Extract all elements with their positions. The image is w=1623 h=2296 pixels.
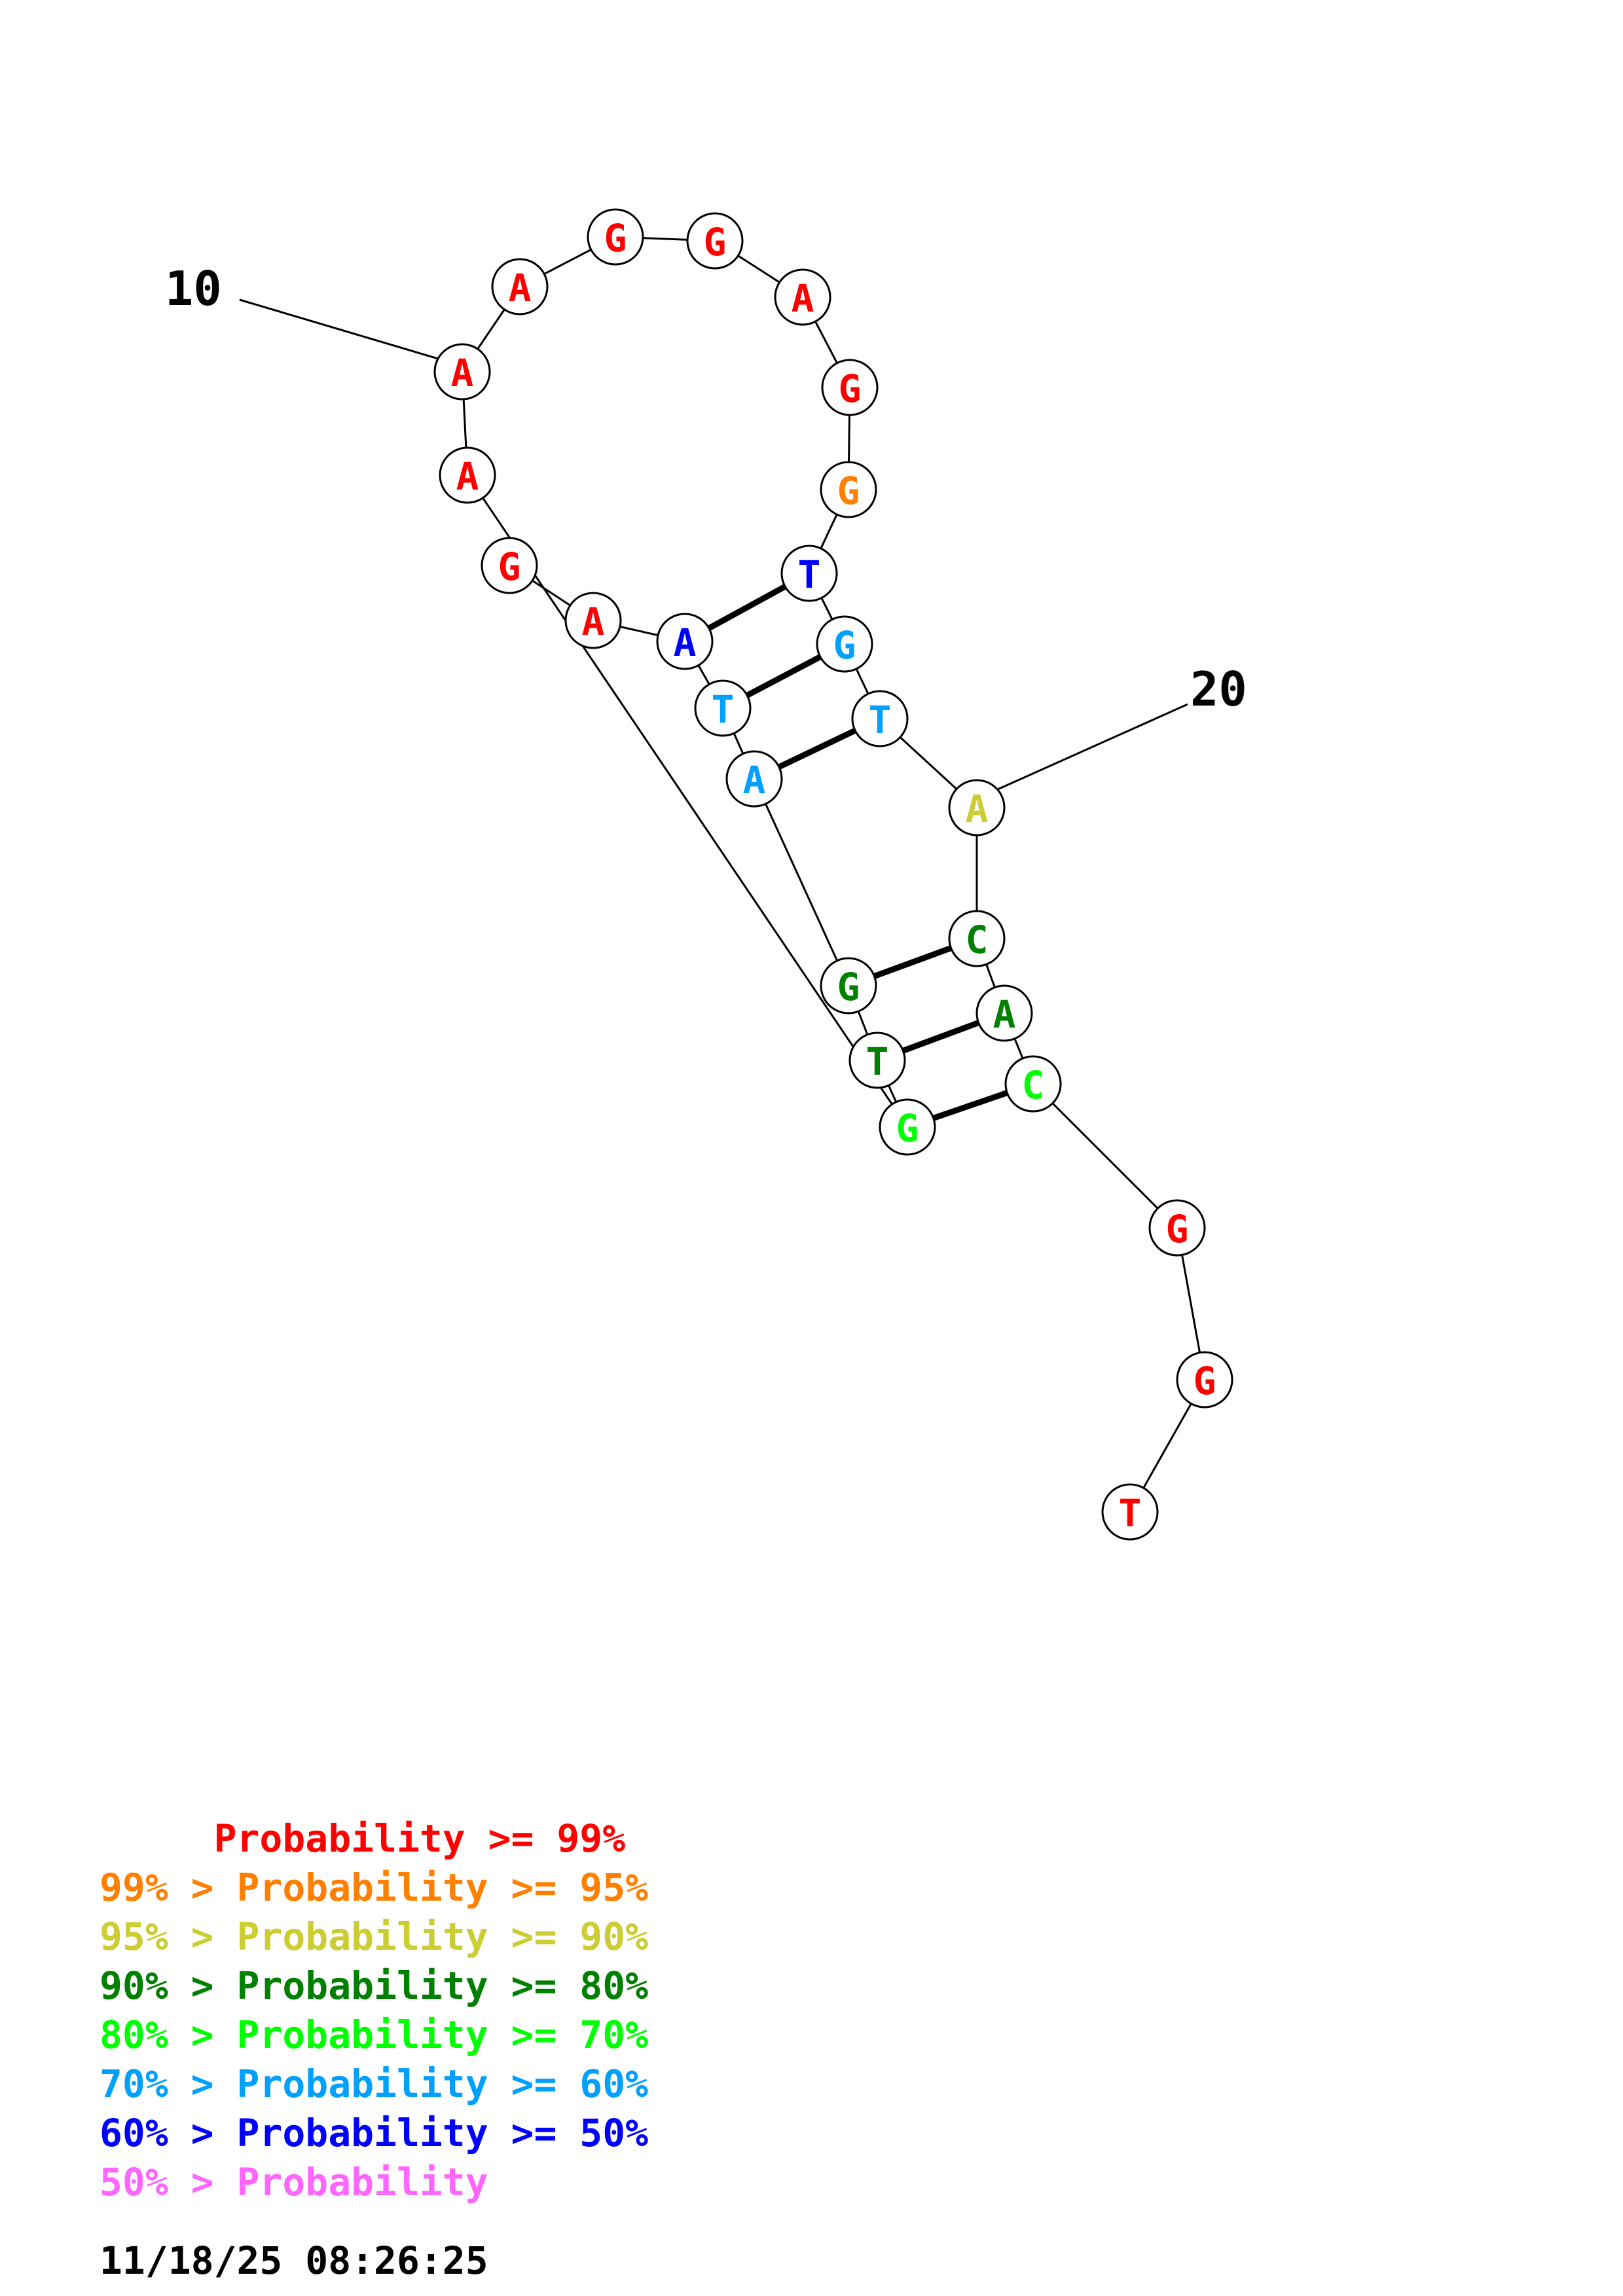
nucleotide-node: T xyxy=(780,545,838,602)
nucleotide-letter: G xyxy=(1166,1207,1189,1251)
nucleotide-node: A xyxy=(774,268,831,326)
nucleotide-letter: A xyxy=(456,454,479,499)
nucleotide-circle xyxy=(587,208,644,266)
nucleotide-letter: G xyxy=(498,545,521,589)
nucleotide-circle xyxy=(948,910,1006,967)
nucleotide-circle xyxy=(976,984,1033,1042)
nucleotide-letter: C xyxy=(966,918,989,962)
nucleotide-circle xyxy=(564,592,622,649)
nucleotide-circle xyxy=(1101,1483,1159,1541)
backbone-segment xyxy=(466,475,909,1128)
nucleotide-letter: A xyxy=(743,758,766,802)
nucleotide-circle xyxy=(1148,1199,1206,1257)
backbone-segment xyxy=(753,778,850,986)
nucleotide-letter: A xyxy=(792,276,814,321)
nucleotide-node: G xyxy=(1176,1351,1233,1408)
nucleotide-node: G xyxy=(820,957,877,1014)
position-label-20: 20 xyxy=(1190,662,1247,717)
nucleotide-circle xyxy=(725,750,783,808)
label-20-leader xyxy=(985,703,1188,796)
nucleotide-circle xyxy=(1004,1055,1062,1113)
nucleotide-letter: A xyxy=(582,600,605,644)
nucleotide-letter: A xyxy=(674,620,697,665)
nucleotide-letter: C xyxy=(1022,1063,1045,1107)
nucleotide-circle xyxy=(948,779,1006,836)
legend-entry: 60% > Probability >= 50% xyxy=(100,2111,649,2155)
nucleotide-node: T xyxy=(1101,1483,1159,1541)
backbone-lines xyxy=(461,236,1206,1513)
nucleotide-circle xyxy=(1176,1351,1233,1408)
nucleotide-letter: T xyxy=(869,698,892,742)
nucleotide-letter: G xyxy=(839,367,862,411)
nucleotide-letter: G xyxy=(704,220,727,264)
nucleotide-letter: G xyxy=(1194,1359,1216,1403)
nucleotide-node: G xyxy=(587,208,644,266)
label-10-leader xyxy=(239,298,456,365)
nucleotide-node: G xyxy=(816,615,873,673)
nucleotide-node: T xyxy=(848,1031,906,1089)
nucleotide-node: A xyxy=(564,592,622,649)
backbone-segment xyxy=(1032,1083,1178,1229)
nucleotide-node: A xyxy=(656,613,714,670)
nucleotide-node: T xyxy=(851,690,909,747)
nucleotide-node: G xyxy=(1148,1199,1206,1257)
legend-entry: 50% > Probability xyxy=(100,2160,488,2204)
nucleotide-node: C xyxy=(1004,1055,1062,1113)
nucleotide-circle xyxy=(879,1098,936,1156)
nucleotide-letter: A xyxy=(993,992,1016,1037)
legend-entry: 90% > Probability >= 80% xyxy=(100,1964,649,2008)
nucleotide-node: A xyxy=(433,343,491,401)
nucleotide-letter: G xyxy=(604,216,627,260)
nucleotide-circle xyxy=(816,615,873,673)
nucleotide-letter: A xyxy=(509,266,532,310)
nucleotide-node: G xyxy=(821,359,879,416)
nucleotide-node: G xyxy=(481,537,538,594)
nucleotide-letter: A xyxy=(451,351,474,395)
nucleotide-circle xyxy=(820,461,877,518)
nucleotide-circle xyxy=(774,268,831,326)
nucleotide-node: A xyxy=(439,446,496,504)
nucleotide-circle xyxy=(820,957,877,1014)
nucleotide-letter: G xyxy=(837,469,860,513)
nucleotide-circle xyxy=(780,545,838,602)
nucleotide-node: A xyxy=(725,750,783,808)
timestamp: 11/18/25 08:26:25 xyxy=(100,2238,488,2283)
nucleotide-node: G xyxy=(820,461,877,518)
nucleotide-letter: A xyxy=(966,787,989,831)
nucleotide-node: G xyxy=(879,1098,936,1156)
legend-entry: 70% > Probability >= 60% xyxy=(100,2062,649,2106)
position-labels: 10 20 xyxy=(165,261,1247,796)
nucleotide-circle xyxy=(439,446,496,504)
nucleotide-circle xyxy=(656,613,714,670)
nucleotide-letter: G xyxy=(837,965,860,1009)
nucleotide-node: A xyxy=(976,984,1033,1042)
position-label-10: 10 xyxy=(165,261,222,316)
nucleotide-circle xyxy=(851,690,909,747)
nucleotide-node: G xyxy=(686,212,744,270)
legend-entry: 95% > Probability >= 90% xyxy=(100,1914,649,1959)
nucleotide-circle xyxy=(694,679,752,737)
nucleotide-letter: T xyxy=(866,1039,889,1084)
nucleotide-circle xyxy=(433,343,491,401)
nucleotide-node: C xyxy=(948,910,1006,967)
nucleotide-node: T xyxy=(694,679,752,737)
nucleotide-letter: T xyxy=(712,687,735,732)
nucleotide-circle xyxy=(821,359,879,416)
legend-entry: 80% > Probability >= 70% xyxy=(100,2013,649,2057)
nucleotide-circle xyxy=(686,212,744,270)
nucleotide-circle xyxy=(491,258,549,315)
legend-entry: Probability >= 99% xyxy=(100,1816,626,1861)
nucleotide-node: A xyxy=(491,258,549,315)
nucleotide-letter: G xyxy=(833,623,856,668)
nucleotide-letter: T xyxy=(1119,1491,1142,1535)
nucleotide-circle xyxy=(481,537,538,594)
legend-entry: 99% > Probability >= 95% xyxy=(100,1865,649,1910)
nucleotide-node: A xyxy=(948,779,1006,836)
nucleotide-letter: T xyxy=(798,552,821,597)
nucleotide-circle xyxy=(848,1031,906,1089)
nucleotide-letter: G xyxy=(896,1106,919,1151)
